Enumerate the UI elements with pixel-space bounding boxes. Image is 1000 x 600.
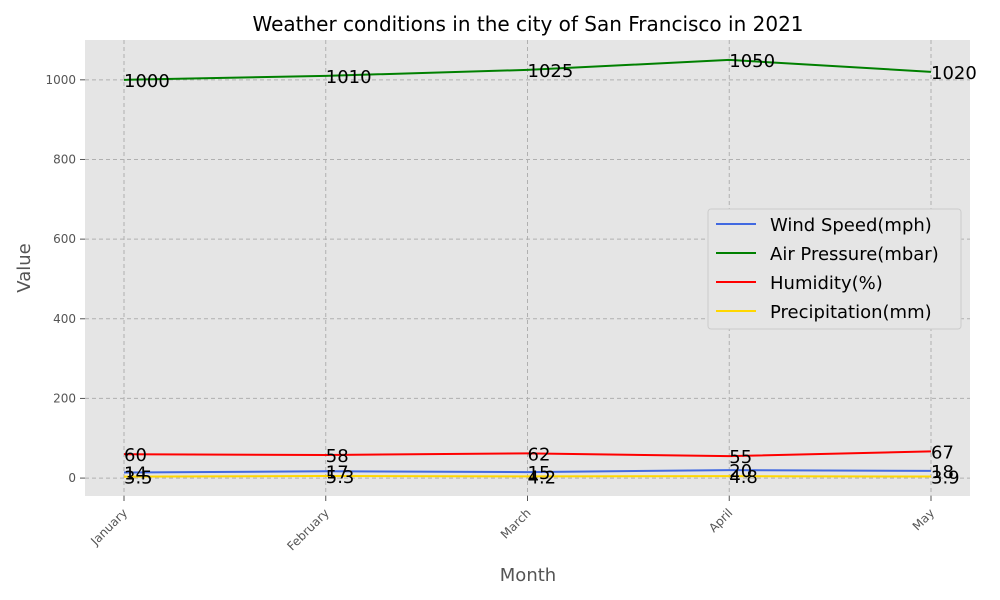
data-label: 1050 — [729, 51, 775, 72]
series-line — [123, 58, 932, 81]
x-tick-label: March — [498, 506, 534, 542]
legend-entry: Wind Speed(mph) — [770, 215, 932, 236]
legend-entry: Air Pressure(mbar) — [770, 244, 939, 265]
series-line — [123, 474, 932, 478]
chart-title: Weather conditions in the city of San Fr… — [252, 12, 803, 36]
data-label: 15 — [528, 463, 551, 484]
data-label: 1010 — [326, 67, 372, 88]
y-tick-label: 800 — [53, 152, 76, 166]
data-label: 1000 — [124, 71, 170, 92]
data-label: 62 — [528, 444, 551, 465]
data-label: 14 — [124, 464, 147, 485]
x-axis-label: Month — [500, 565, 556, 586]
legend-entry: Precipitation(mm) — [770, 302, 932, 323]
y-tick-label: 0 — [68, 471, 76, 485]
x-tick-label: February — [284, 506, 332, 554]
series-lines — [123, 58, 932, 478]
legend-entry: Humidity(%) — [770, 273, 883, 294]
y-tick-label: 400 — [53, 312, 76, 326]
data-label: 20 — [729, 461, 752, 482]
data-label: 17 — [326, 462, 349, 483]
data-label: 4.8 — [729, 467, 758, 488]
data-label: 67 — [931, 442, 954, 463]
x-tick-label: January — [87, 506, 130, 549]
y-axis-ticks: 0 200 400 600 800 1000 — [45, 73, 85, 485]
y-axis-label: Value — [14, 243, 35, 292]
y-tick-label: 1000 — [45, 73, 76, 87]
data-labels: 14 17 15 20 18 1000 1010 1025 1050 1020 60 58 62 55 67… — [124, 51, 977, 489]
data-label: 1020 — [931, 63, 977, 84]
data-label: 4.2 — [528, 467, 557, 488]
data-label: 58 — [326, 446, 349, 467]
data-label: 5.3 — [326, 467, 355, 488]
y-tick-label: 600 — [53, 232, 76, 246]
data-label: 3.5 — [124, 468, 153, 489]
data-label: 1025 — [528, 61, 574, 82]
data-label: 55 — [729, 447, 752, 468]
legend: Wind Speed(mph) Air Pressure(mbar) Humidit… — [707, 208, 962, 330]
series-line — [123, 469, 932, 474]
legend-box — [707, 208, 962, 330]
data-label: 60 — [124, 445, 147, 466]
x-tick-label: May — [910, 506, 937, 533]
data-label: 3.9 — [931, 468, 960, 489]
data-label: 18 — [931, 462, 954, 483]
x-tick-label: April — [706, 506, 735, 535]
x-axis-ticks: January February March April May — [87, 496, 937, 553]
y-tick-label: 200 — [53, 391, 76, 405]
series-line — [123, 450, 932, 458]
